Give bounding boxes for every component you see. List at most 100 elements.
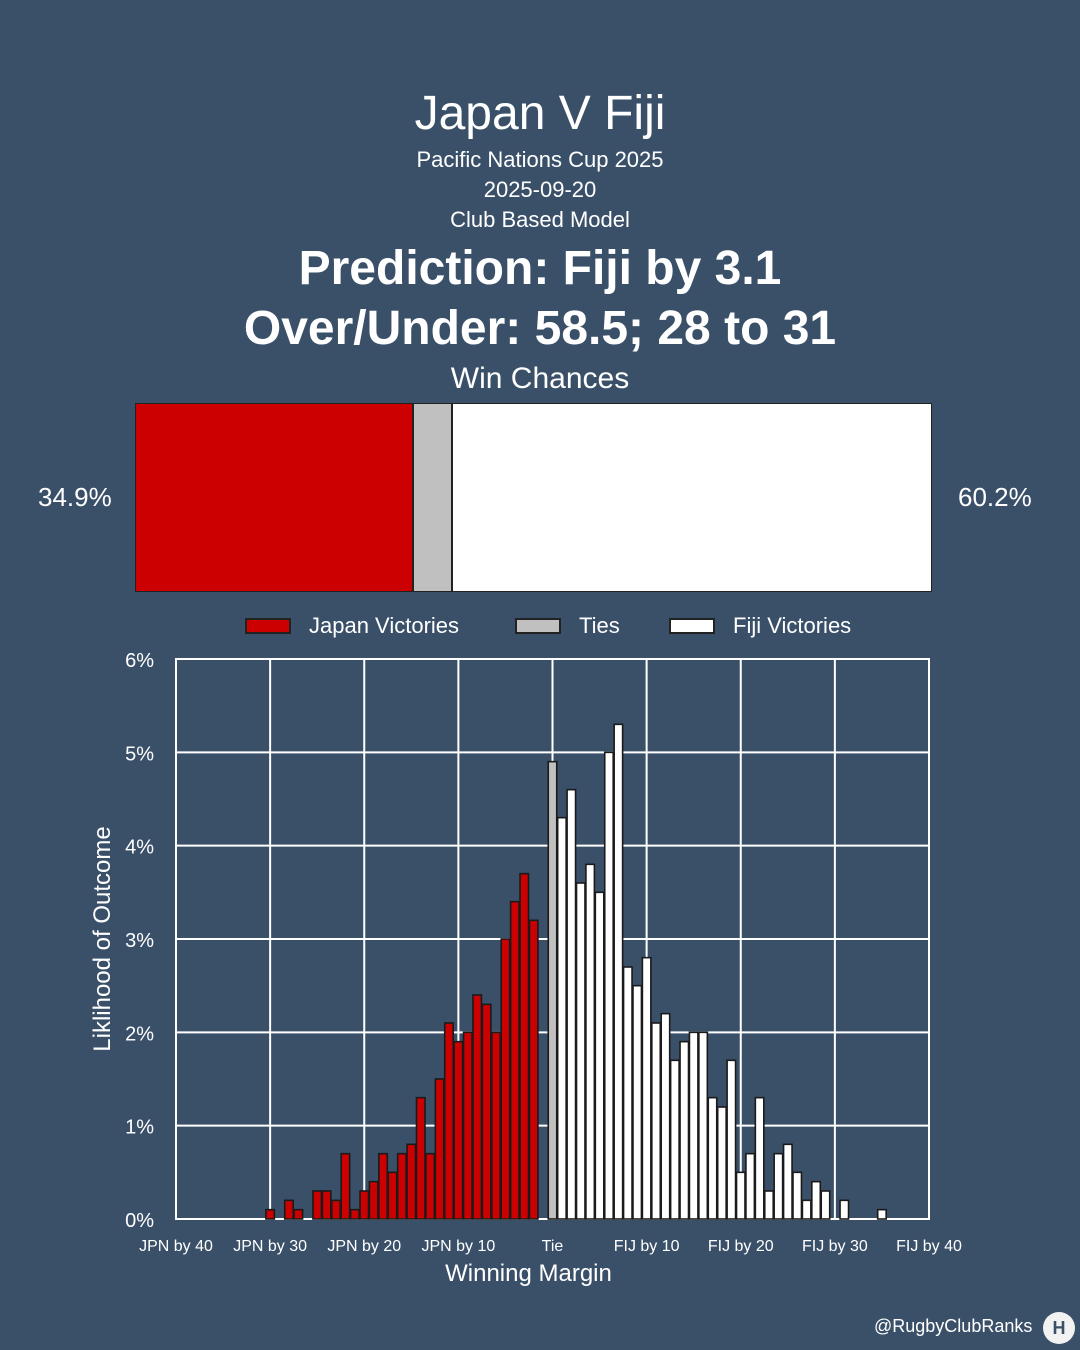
away-win-percentage: 60.2% [958, 482, 1032, 512]
x-tick-label: FIJ by 30 [802, 1238, 868, 1255]
bar-away [622, 966, 633, 1220]
bar-away [820, 1190, 831, 1220]
legend-item-away: Fiji Victories [669, 610, 851, 642]
bar-home [528, 919, 539, 1220]
x-tick-label: JPN by 20 [327, 1238, 401, 1255]
bar-away [745, 1152, 756, 1220]
bar-away [811, 1180, 822, 1220]
bar-away [698, 1031, 709, 1220]
bar-away [726, 1059, 737, 1220]
bar-away [763, 1190, 775, 1220]
y-tick-label: 0% [125, 1210, 154, 1232]
rugby-posts-icon: H [1043, 1312, 1075, 1344]
prediction-text: Prediction: Fiji by 3.1 [298, 242, 782, 295]
bar-away [839, 1199, 850, 1220]
bar-away [585, 863, 596, 1220]
bar-away [660, 1012, 671, 1220]
bar-away [782, 1143, 793, 1220]
legend-label-tie: Ties [579, 613, 620, 638]
win-bar-away-segment [452, 403, 932, 592]
bar-home [519, 872, 530, 1220]
bar-away [594, 891, 605, 1220]
x-axis-label: Winning Margin [445, 1260, 612, 1287]
bar-home [349, 1208, 360, 1220]
win-bar-home-segment [135, 403, 414, 592]
y-tick-label: 4% [125, 837, 154, 859]
x-tick-label: JPN by 40 [139, 1238, 213, 1255]
bar-home [462, 1031, 473, 1220]
bar-away [632, 984, 643, 1220]
bar-away [575, 882, 586, 1220]
bar-away [679, 1040, 690, 1220]
bar-away [613, 723, 624, 1220]
bar-home [283, 1199, 294, 1220]
legend-swatch-home [245, 618, 291, 634]
bar-home [500, 938, 511, 1220]
legend: Japan Victories Ties Fiji Victories [0, 610, 1080, 642]
bar-home [265, 1208, 276, 1220]
bar-home [387, 1171, 398, 1220]
bar-home [312, 1190, 323, 1220]
chart-title: Japan V Fiji [414, 87, 666, 140]
bar-away [641, 956, 652, 1220]
bar-home [396, 1152, 407, 1220]
bar-home [443, 1022, 454, 1220]
bar-home [434, 1078, 445, 1220]
bar-home [378, 1152, 389, 1220]
y-tick-label: 6% [125, 650, 154, 672]
bar-home [359, 1190, 370, 1220]
bar-away [801, 1199, 812, 1220]
bar-away [773, 1152, 784, 1220]
win-bar-tie-segment [413, 403, 453, 592]
margin-histogram: JPN by 40 JPN by 30 JPN by 20 JPN by 10 Tie F… [89, 650, 962, 1287]
over-under-text: Over/Under: 58.5; 28 to 31 [243, 302, 837, 355]
y-tick-label: 3% [125, 930, 154, 952]
credit-text: @RugbyClubRanks [874, 1316, 1033, 1336]
win-chances-bar [135, 403, 932, 592]
bar-away [566, 788, 577, 1220]
bar-home [406, 1143, 417, 1220]
bar-away [669, 1059, 680, 1220]
match-date: 2025-09-20 [483, 177, 597, 202]
bar-tie [547, 760, 558, 1220]
bar-home [425, 1152, 436, 1220]
x-tick-label: JPN by 10 [421, 1238, 495, 1255]
bar-home [453, 1040, 464, 1220]
bar-home [509, 900, 520, 1220]
legend-item-home: Japan Victories [245, 610, 459, 642]
x-tick-label: Tie [542, 1238, 564, 1255]
legend-item-tie: Ties [515, 610, 620, 642]
bar-away [876, 1208, 887, 1220]
win-chances-title: Win Chances [450, 362, 630, 395]
competition-name: Pacific Nations Cup 2025 [416, 147, 664, 172]
bar-home [340, 1152, 351, 1220]
x-tick-label: FIJ by 10 [614, 1238, 680, 1255]
home-win-percentage: 34.9% [38, 482, 112, 512]
x-tick-label: FIJ by 20 [708, 1238, 774, 1255]
bar-home [481, 1003, 492, 1220]
bar-away [707, 1096, 718, 1220]
bar-home [330, 1199, 342, 1220]
model-name: Club Based Model [450, 207, 630, 232]
x-tick-label: JPN by 30 [233, 1238, 307, 1255]
bar-away [735, 1171, 746, 1220]
bar-away [716, 1106, 727, 1220]
bar-home [368, 1180, 379, 1220]
y-tick-label: 1% [125, 1117, 154, 1139]
bar-away [754, 1096, 765, 1220]
bar-away [603, 751, 615, 1220]
legend-label-home: Japan Victories [309, 613, 460, 638]
y-tick-label: 2% [125, 1023, 154, 1045]
x-tick-label: FIJ by 40 [896, 1238, 962, 1255]
bar-home [321, 1190, 332, 1220]
legend-swatch-tie [515, 618, 561, 634]
y-tick-label: 5% [125, 743, 154, 765]
bar-away [556, 816, 567, 1220]
bar-away [651, 1022, 662, 1220]
bar-home [472, 994, 483, 1220]
bar-home [490, 1031, 502, 1220]
bar-home [293, 1208, 304, 1220]
y-axis-label: Liklihood of Outcome [89, 826, 116, 1051]
legend-label-away: Fiji Victories [733, 613, 852, 638]
legend-swatch-away [669, 618, 715, 634]
